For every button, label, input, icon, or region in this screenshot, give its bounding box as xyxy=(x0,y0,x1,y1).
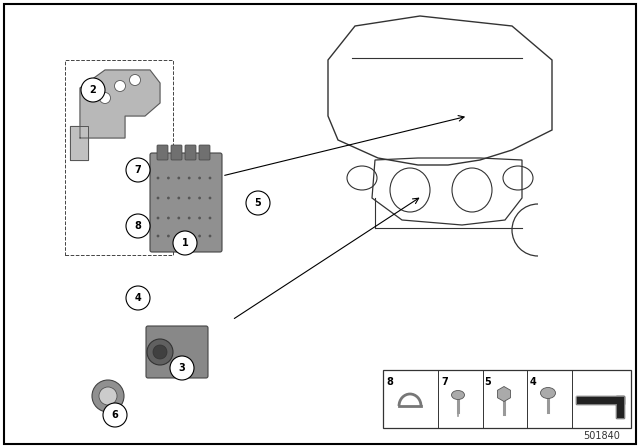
Circle shape xyxy=(99,387,117,405)
FancyBboxPatch shape xyxy=(199,145,210,160)
FancyBboxPatch shape xyxy=(150,153,222,252)
Circle shape xyxy=(153,345,167,359)
Circle shape xyxy=(157,235,159,237)
Text: 1: 1 xyxy=(182,238,188,248)
Circle shape xyxy=(198,216,201,220)
Polygon shape xyxy=(497,387,511,401)
Circle shape xyxy=(167,235,170,237)
Circle shape xyxy=(177,235,180,237)
Text: 2: 2 xyxy=(90,85,97,95)
Ellipse shape xyxy=(541,388,556,399)
Circle shape xyxy=(209,235,211,237)
Text: 7: 7 xyxy=(134,165,141,175)
Circle shape xyxy=(157,216,159,220)
Circle shape xyxy=(81,78,105,102)
Circle shape xyxy=(115,81,125,91)
Circle shape xyxy=(157,197,159,199)
Circle shape xyxy=(198,177,201,179)
Circle shape xyxy=(188,197,191,199)
Circle shape xyxy=(157,177,159,179)
Text: 8: 8 xyxy=(134,221,141,231)
Circle shape xyxy=(167,177,170,179)
Polygon shape xyxy=(80,70,160,138)
FancyBboxPatch shape xyxy=(157,145,168,160)
Circle shape xyxy=(170,356,194,380)
Circle shape xyxy=(92,380,124,412)
Circle shape xyxy=(198,197,201,199)
Circle shape xyxy=(126,158,150,182)
Polygon shape xyxy=(616,396,624,418)
Circle shape xyxy=(177,216,180,220)
Circle shape xyxy=(198,235,201,237)
Circle shape xyxy=(167,197,170,199)
Text: 3: 3 xyxy=(179,363,186,373)
FancyBboxPatch shape xyxy=(146,326,208,378)
FancyBboxPatch shape xyxy=(185,145,196,160)
Circle shape xyxy=(188,235,191,237)
Text: 6: 6 xyxy=(111,410,118,420)
Circle shape xyxy=(246,191,270,215)
Ellipse shape xyxy=(451,391,465,400)
Text: 5: 5 xyxy=(484,377,492,387)
Text: 7: 7 xyxy=(442,377,449,387)
Bar xyxy=(383,370,631,428)
Circle shape xyxy=(99,92,111,103)
Circle shape xyxy=(177,177,180,179)
Text: 8: 8 xyxy=(387,377,394,387)
Polygon shape xyxy=(576,396,624,404)
Circle shape xyxy=(173,231,197,255)
Circle shape xyxy=(126,286,150,310)
Circle shape xyxy=(177,197,180,199)
Circle shape xyxy=(209,197,211,199)
Circle shape xyxy=(209,216,211,220)
Circle shape xyxy=(103,403,127,427)
Circle shape xyxy=(147,339,173,365)
Circle shape xyxy=(167,216,170,220)
Text: 4: 4 xyxy=(134,293,141,303)
Text: 501840: 501840 xyxy=(583,431,620,441)
Circle shape xyxy=(209,177,211,179)
Text: 4: 4 xyxy=(530,377,536,387)
Polygon shape xyxy=(70,126,88,160)
Circle shape xyxy=(126,214,150,238)
FancyBboxPatch shape xyxy=(171,145,182,160)
Text: 5: 5 xyxy=(255,198,261,208)
Circle shape xyxy=(129,74,141,86)
Circle shape xyxy=(188,216,191,220)
Bar xyxy=(65,60,173,255)
Circle shape xyxy=(188,177,191,179)
